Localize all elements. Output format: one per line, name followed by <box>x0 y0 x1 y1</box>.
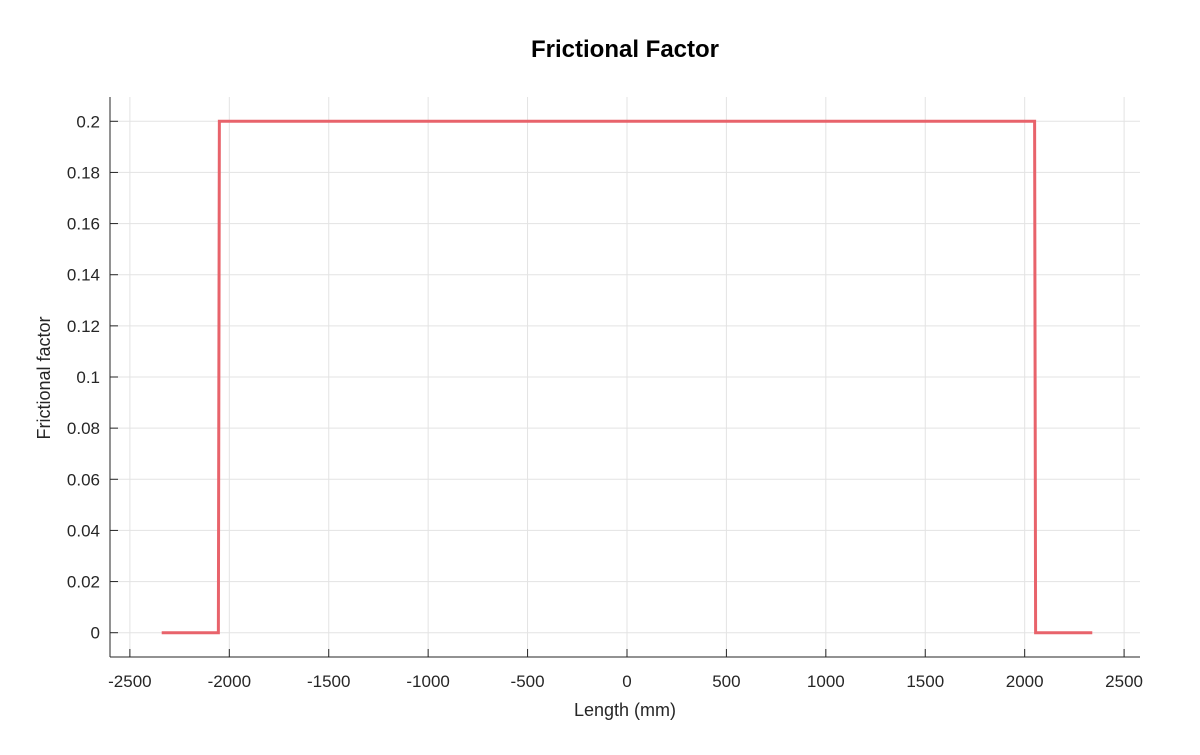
y-tick-label: 0.06 <box>67 470 100 489</box>
series-line <box>161 119 1093 635</box>
x-axis-label: Length (mm) <box>574 700 676 720</box>
y-axis-label: Frictional factor <box>34 316 54 439</box>
y-tick-label: 0.16 <box>67 215 100 234</box>
x-tick-label: -2000 <box>208 672 251 691</box>
y-tick-label: 0.02 <box>67 573 100 592</box>
y-tick-label: 0.04 <box>67 521 100 540</box>
y-tick-label: 0.18 <box>67 163 100 182</box>
x-tick-label: 2000 <box>1006 672 1044 691</box>
x-tick-label: -2500 <box>108 672 151 691</box>
y-tick-label: 0 <box>91 624 100 643</box>
y-tick-label: 0.14 <box>67 266 100 285</box>
chart-title: Frictional Factor <box>531 36 719 63</box>
y-tick-label: 0.1 <box>76 368 100 387</box>
series <box>161 119 1093 635</box>
x-tick-label: -1000 <box>406 672 449 691</box>
y-tick-label: 0.2 <box>76 112 100 131</box>
x-tick-label: -1500 <box>307 672 350 691</box>
x-tick-label: 0 <box>622 672 631 691</box>
axes <box>109 97 1140 658</box>
y-tick-label: 0.12 <box>67 317 100 336</box>
x-tick-label: 1000 <box>807 672 845 691</box>
x-tick-label: 500 <box>712 672 740 691</box>
y-tick-label: 0.08 <box>67 419 100 438</box>
x-tick-label: 1500 <box>906 672 944 691</box>
x-tick-label: 2500 <box>1105 672 1143 691</box>
x-tick-label: -500 <box>511 672 545 691</box>
tick-labels: -2500 -2000 -1500 -1000 -500 0 500 1000 1500 2000… <box>67 112 1143 691</box>
